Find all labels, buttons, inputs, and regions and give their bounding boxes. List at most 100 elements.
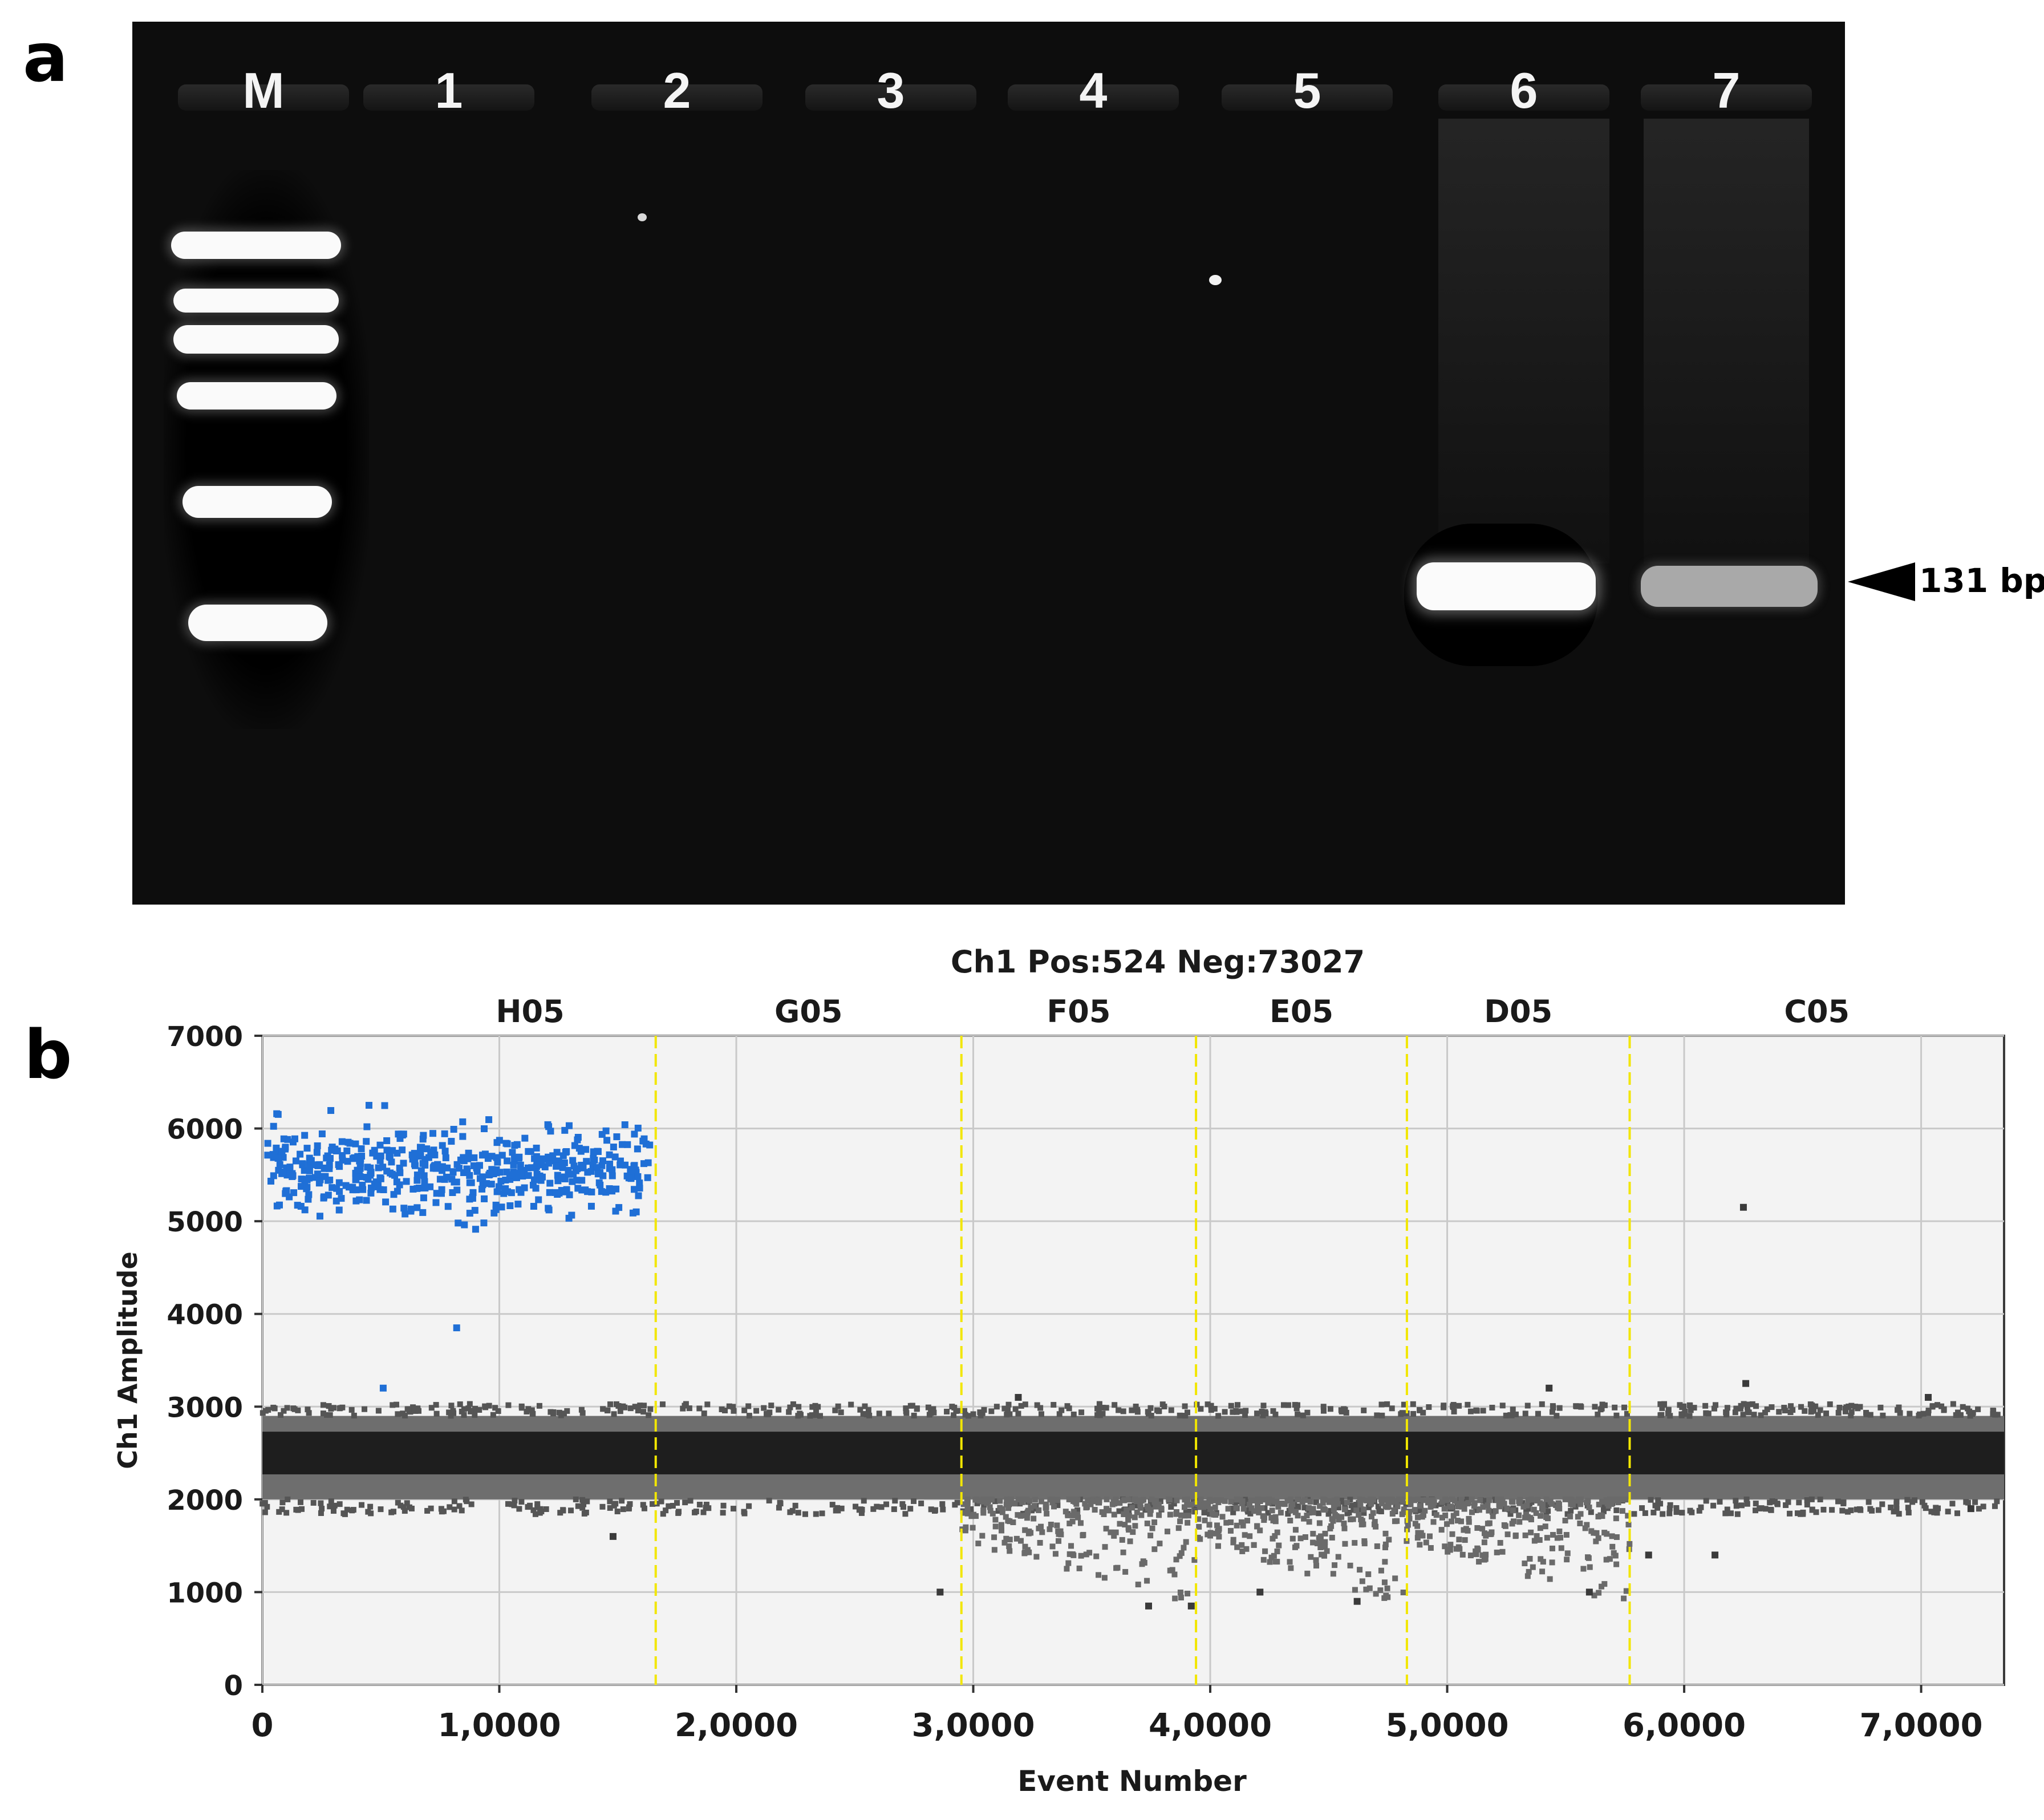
negative-droplet: [1442, 1513, 1449, 1519]
negative-droplet: [776, 1505, 782, 1511]
negative-droplet: [279, 1499, 286, 1506]
negative-droplet: [997, 1498, 1003, 1504]
positive-droplet: [598, 1130, 606, 1138]
positive-droplet: [476, 1175, 484, 1182]
negative-droplet: [989, 1510, 996, 1517]
negative-droplet: [1392, 1518, 1398, 1525]
ladder-band: [188, 605, 327, 641]
negative-droplet: [1373, 1591, 1379, 1597]
lane-label-4: 4: [1079, 62, 1108, 119]
negative-droplet: [1427, 1545, 1434, 1551]
positive-droplet: [492, 1201, 500, 1209]
negative-droplet: [1405, 1522, 1411, 1528]
negative-droplet: [1539, 1502, 1546, 1509]
ladder-band: [177, 382, 336, 410]
negative-droplet: [1807, 1401, 1814, 1408]
negative-droplet: [1010, 1519, 1016, 1526]
negative-droplet: [1596, 1501, 1602, 1507]
negative-droplet: [1696, 1507, 1702, 1514]
lane-label-M: M: [242, 62, 285, 119]
x-tick-label: 2,0000: [675, 1707, 798, 1744]
negative-droplet: [395, 1499, 401, 1506]
negative-droplet: [1168, 1407, 1174, 1413]
positive-droplet: [472, 1226, 479, 1233]
negative-droplet: [573, 1496, 579, 1502]
negative-droplet: [1846, 1403, 1852, 1409]
negative-droplet: [611, 1502, 617, 1509]
negative-droplet: [1905, 1510, 1912, 1516]
negative-droplet: [1147, 1507, 1154, 1513]
negative-droplet: [1062, 1509, 1069, 1515]
negative-droplet: [1266, 1496, 1272, 1502]
negative-droplet: [1609, 1533, 1615, 1539]
negative-droplet: [1129, 1407, 1135, 1413]
negative-droplet: [1758, 1505, 1765, 1511]
negative-droplet: [1563, 1532, 1570, 1538]
negative-droplet: [1147, 1511, 1153, 1517]
negative-droplet: [615, 1403, 622, 1409]
negative-droplet: [486, 1403, 492, 1409]
negative-droplet: [930, 1406, 936, 1412]
negative-droplet: [1401, 1506, 1407, 1513]
negative-droplet: [518, 1499, 525, 1505]
negative-droplet: [1077, 1520, 1084, 1526]
negative-droplet: [1534, 1533, 1540, 1539]
negative-droplet: [1230, 1537, 1236, 1543]
panel-b-letter: b: [24, 1015, 72, 1094]
positive-droplet: [374, 1183, 382, 1190]
negative-droplet: [1167, 1511, 1173, 1518]
negative-droplet: [1070, 1411, 1077, 1417]
data-layer: [259, 1101, 2004, 1610]
negative-droplet: [279, 1506, 285, 1513]
negative-droplet: [1673, 1509, 1680, 1515]
negative-droplet: [900, 1504, 906, 1510]
negative-droplet: [1154, 1407, 1160, 1413]
positive-droplet: [636, 1179, 643, 1187]
negative-droplet: [1840, 1499, 1847, 1505]
negative-droplet: [490, 1412, 496, 1418]
negative-droplet: [509, 1501, 515, 1507]
negative-droplet: [1829, 1507, 1835, 1513]
negative-droplet: [1465, 1527, 1471, 1534]
negative-droplet: [1144, 1578, 1150, 1584]
x-tick-label: 3,0000: [911, 1707, 1035, 1744]
negative-droplet: [1359, 1578, 1365, 1584]
negative-droplet: [340, 1510, 347, 1517]
positive-droplet: [451, 1178, 458, 1186]
negative-droplet: [1938, 1403, 1945, 1409]
negative-droplet: [1294, 1402, 1300, 1408]
negative-droplet: [1549, 1409, 1555, 1415]
negative-droplet: [999, 1509, 1005, 1515]
negative-droplet: [1543, 1514, 1550, 1521]
outlier-droplet: [1353, 1598, 1361, 1605]
negative-droplet: [1363, 1586, 1369, 1592]
outlier-droplet: [1546, 1384, 1553, 1392]
negative-droplet: [1945, 1509, 1951, 1515]
negative-droplet: [834, 1505, 841, 1511]
negative-droplet: [1439, 1499, 1445, 1505]
negative-droplet: [270, 1404, 277, 1410]
x-tick-label: 4,0000: [1149, 1707, 1272, 1744]
negative-droplet: [1543, 1511, 1550, 1517]
negative-droplet: [1426, 1404, 1432, 1410]
negative-droplet: [1774, 1501, 1781, 1507]
negative-droplet: [1269, 1507, 1275, 1514]
negative-droplet: [1322, 1530, 1328, 1537]
positive-droplet: [510, 1161, 517, 1169]
positive-droplet: [463, 1165, 471, 1173]
well-dividers: [654, 1036, 1631, 1685]
negative-droplet: [1022, 1401, 1028, 1408]
negative-droplet: [1121, 1497, 1128, 1503]
negative-droplet: [1441, 1506, 1447, 1512]
negative-droplet: [1880, 1412, 1886, 1418]
negative-droplet: [1417, 1503, 1423, 1509]
negative-droplet: [1288, 1565, 1294, 1571]
negative-droplet: [1134, 1409, 1141, 1415]
negative-droplet: [505, 1402, 512, 1408]
negative-droplet: [1601, 1402, 1608, 1408]
positive-droplet: [566, 1191, 573, 1198]
negative-droplet: [1520, 1503, 1527, 1510]
negative-droplet: [1516, 1512, 1522, 1518]
negative-droplet: [1414, 1514, 1421, 1521]
negative-droplet: [1134, 1509, 1140, 1515]
